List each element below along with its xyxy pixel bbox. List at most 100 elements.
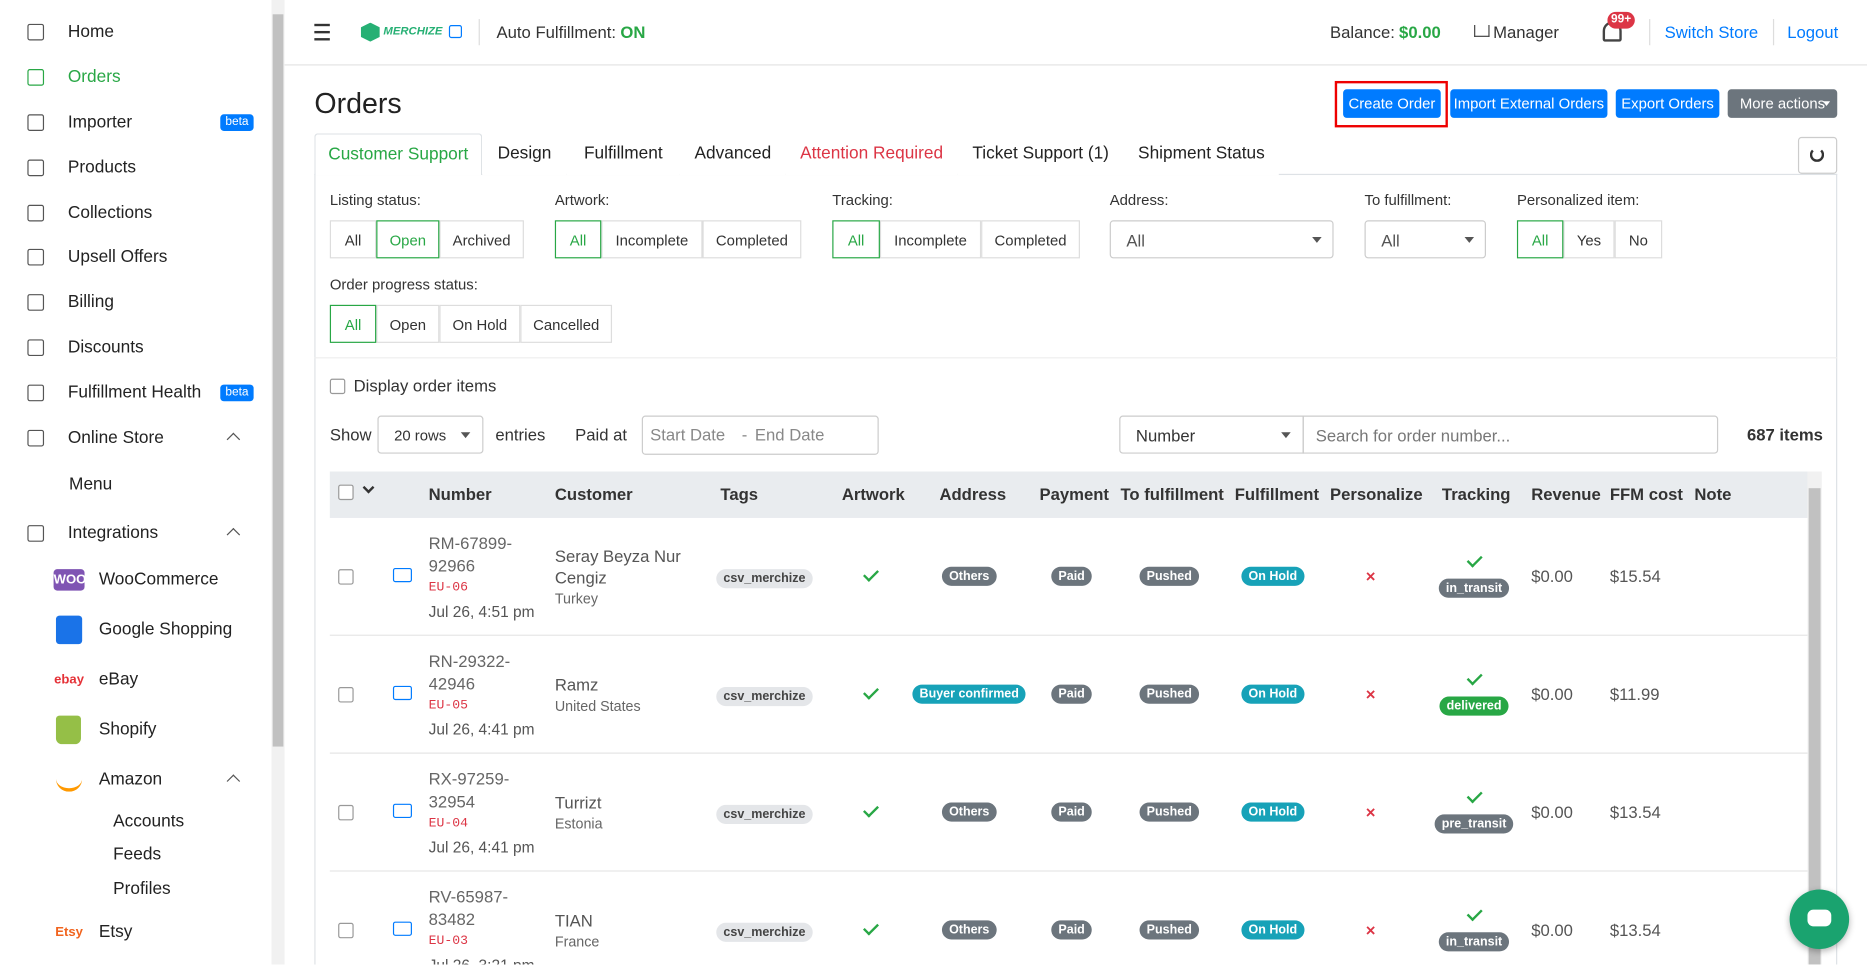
nav-item[interactable]: Integrations: [67, 523, 159, 543]
order-number[interactable]: RM-67899-92966: [428, 532, 513, 575]
store-code: EU-06: [428, 580, 468, 595]
date-range[interactable]: [641, 415, 879, 455]
nav-item[interactable]: Fulfillment Health: [67, 383, 202, 403]
tab[interactable]: Ticket Support (1): [957, 133, 1125, 176]
rows-select[interactable]: 20 rows: [377, 415, 484, 454]
tab[interactable]: Design: [482, 133, 567, 176]
action-button[interactable]: Import External Orders: [1450, 89, 1608, 118]
filter-option[interactable]: Archived: [439, 220, 524, 259]
payment-badge: Paid: [1051, 802, 1092, 822]
nav-icon: [27, 384, 45, 402]
tab[interactable]: Attention Required: [785, 133, 958, 176]
nav-item[interactable]: Etsy: [98, 922, 133, 942]
filter-option[interactable]: All: [554, 220, 602, 259]
row-border: [329, 634, 1808, 636]
caret: [1312, 236, 1322, 243]
select[interactable]: All: [1109, 220, 1334, 259]
tab[interactable]: Customer Support: [314, 133, 483, 176]
filter-label: Artwork:: [554, 191, 610, 209]
refresh-button[interactable]: [1797, 136, 1838, 174]
nav-item[interactable]: Accounts: [113, 812, 185, 832]
customer-name: Turrizt: [554, 792, 602, 812]
filter-option[interactable]: Completed: [702, 220, 802, 259]
nav-item[interactable]: Billing: [67, 292, 114, 312]
mail-icon[interactable]: [392, 921, 412, 936]
action-button[interactable]: More actions: [1727, 89, 1838, 118]
filter-option[interactable]: All: [832, 220, 880, 259]
nav-item[interactable]: Collections: [67, 203, 153, 223]
tab[interactable]: Shipment Status: [1124, 133, 1279, 176]
action-button[interactable]: Export Orders: [1615, 89, 1720, 118]
date-separator: -: [741, 425, 748, 445]
filter-option[interactable]: Yes: [1563, 220, 1615, 259]
tag: csv_merchize: [716, 804, 813, 824]
switch-store[interactable]: Switch Store: [1664, 22, 1759, 42]
header-checkbox[interactable]: [338, 484, 354, 501]
checkbox[interactable]: [329, 378, 346, 395]
nav-item[interactable]: WooCommerce: [98, 570, 219, 590]
shopify-logo: [55, 715, 81, 745]
store-code: EU-05: [428, 698, 468, 713]
mail-icon[interactable]: [392, 803, 412, 819]
search-type[interactable]: Number: [1119, 415, 1304, 454]
to-fulfillment-badge: Pushed: [1139, 566, 1199, 586]
nav-badge: beta: [220, 114, 254, 131]
x-icon: ×: [1365, 920, 1376, 940]
search-input[interactable]: Search for order number...: [1302, 415, 1719, 454]
number-cell: RX-97259-32954 EU-04 Jul 26, 4:41 pm: [429, 754, 542, 872]
nav-item[interactable]: Importer: [67, 113, 133, 133]
filter-label: Tracking:: [832, 191, 893, 209]
nav-item[interactable]: Shopify: [98, 720, 157, 740]
row-checkbox[interactable]: [338, 687, 354, 703]
tracking-badge: delivered: [1439, 696, 1509, 716]
ffm-cost: $15.54: [1609, 566, 1661, 586]
row-checkbox[interactable]: [338, 804, 354, 821]
nav-item[interactable]: Google Shopping: [98, 620, 233, 640]
nav-item[interactable]: eBay: [98, 670, 139, 690]
tab[interactable]: Fulfillment: [566, 133, 680, 176]
mail-icon[interactable]: [392, 567, 412, 583]
nav-item[interactable]: Online Store: [67, 428, 164, 448]
hamburger-line: [314, 30, 330, 34]
order-number[interactable]: RX-97259-32954: [428, 768, 510, 811]
column-header: Payment: [1039, 484, 1109, 504]
nav-item[interactable]: Menu: [69, 475, 113, 495]
filter-option[interactable]: Open: [376, 220, 440, 259]
filter-option[interactable]: No: [1614, 220, 1663, 259]
manager[interactable]: Manager: [1493, 22, 1559, 42]
select[interactable]: All: [1364, 220, 1486, 259]
nav-item[interactable]: Profiles: [113, 879, 171, 899]
tab[interactable]: Advanced: [679, 133, 786, 176]
nav-item[interactable]: Feeds: [113, 845, 162, 865]
row-checkbox[interactable]: [338, 569, 354, 585]
filter-option[interactable]: Incomplete: [601, 220, 703, 259]
filter-option[interactable]: All: [329, 220, 377, 259]
customer-cell: TIAN France: [555, 872, 710, 965]
filter-option[interactable]: All: [329, 304, 377, 343]
filter-option[interactable]: Cancelled: [520, 304, 613, 343]
mail-icon[interactable]: [392, 685, 412, 701]
payment-badge: Paid: [1051, 920, 1092, 940]
filter-label: To fulfillment:: [1364, 191, 1452, 209]
nav-item[interactable]: Home: [67, 22, 114, 42]
nav-item[interactable]: Upsell Offers: [67, 247, 168, 267]
address-badge: Others: [941, 566, 997, 586]
filter-option[interactable]: Completed: [981, 220, 1080, 259]
order-number[interactable]: RN-29322-42946: [428, 650, 511, 693]
filter-option[interactable]: Open: [376, 304, 440, 343]
chat-icon: [1807, 909, 1832, 927]
notification-badge: 99+: [1607, 11, 1635, 29]
filter-option[interactable]: On Hold: [439, 304, 521, 343]
column-header: Number: [428, 484, 492, 504]
logout[interactable]: Logout: [1787, 22, 1839, 42]
filter-option[interactable]: All: [1516, 220, 1564, 259]
order-number[interactable]: RV-65987-83482: [428, 886, 509, 929]
nav-item[interactable]: Amazon: [98, 770, 163, 790]
nav-item[interactable]: Products: [67, 158, 137, 178]
filter-option[interactable]: Incomplete: [879, 220, 982, 259]
nav-item[interactable]: Discounts: [67, 338, 144, 358]
balance-value: $0.00: [1399, 22, 1441, 42]
row-checkbox[interactable]: [338, 922, 354, 939]
nav-item[interactable]: Orders: [67, 67, 121, 87]
action-button[interactable]: Create Order: [1343, 89, 1441, 118]
